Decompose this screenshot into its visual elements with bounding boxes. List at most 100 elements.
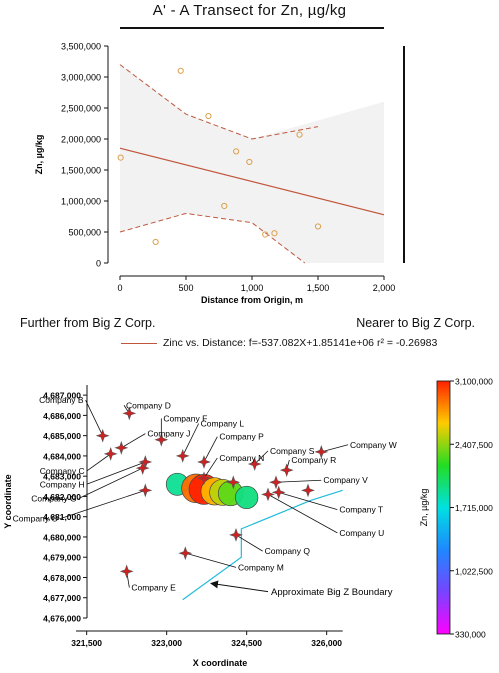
- company-label: Company T: [339, 505, 383, 515]
- company-label: Company H: [40, 479, 85, 489]
- data-point: [314, 223, 322, 230]
- company-leader-line: [59, 489, 146, 520]
- colorbar-tick-label: 2,407,500: [455, 440, 493, 450]
- company-leader-line: [203, 457, 218, 479]
- y-axis-label: Zn, µg/kg: [34, 135, 44, 175]
- company-label: Company R: [291, 455, 336, 465]
- data-point: [205, 112, 212, 120]
- company-marker: [154, 432, 169, 447]
- boundary-group: Approximate Big Z Boundary: [182, 489, 393, 601]
- company-marker: [279, 463, 294, 478]
- colorbar-tick-label: 1,715,000: [455, 503, 493, 513]
- map-x-tick-label: 324,500: [231, 638, 262, 648]
- data-point: [221, 202, 228, 210]
- upper-confidence-line: [119, 64, 319, 140]
- data-point: [233, 148, 240, 155]
- map-x-axis-label: X coordinate: [193, 658, 248, 668]
- company-marker: [122, 406, 137, 421]
- company-marker: [271, 485, 286, 500]
- data-point: [117, 154, 124, 161]
- y-tick-label: 2,500,000: [61, 104, 101, 114]
- map-axes-group: 4,676,000 4,677,000 4,678,000 4,679,000 4,68…: [3, 385, 343, 668]
- legend-r2: r² = -0.26983: [376, 337, 438, 349]
- map-y-tick-label: 4,686,000: [43, 411, 81, 421]
- company-label: Company E: [131, 583, 176, 593]
- y-tick-label: 2,000,000: [61, 135, 101, 145]
- legend-equation: f=-537.082X+1.85141e+06: [248, 337, 375, 349]
- company-marker: [135, 461, 150, 476]
- legend: Zinc vs. Distance: f=-537.082X+1.85141e+…: [121, 337, 437, 349]
- company-label: Company D: [126, 400, 171, 410]
- boundary-label: Approximate Big Z Boundary: [271, 587, 393, 598]
- data-point: [152, 238, 159, 246]
- company-leader-line: [86, 461, 146, 485]
- right-frame-line: [403, 46, 405, 263]
- company-marker: [247, 457, 262, 471]
- legend-series-label: Zinc vs. Distance:: [163, 337, 246, 349]
- transect-axes-group: 0 500,000 1,000,000 1,500,000 2,000,000 2,500…: [34, 42, 395, 306]
- data-point: [177, 67, 184, 74]
- company-leader-line: [121, 433, 146, 449]
- page-title: A' - A Transect for Zn, µg/kg: [152, 2, 347, 19]
- lower-confidence-line: [119, 212, 306, 264]
- company-label: Company S: [270, 446, 315, 456]
- company-leader-line: [182, 423, 200, 457]
- transect-chart: 0 500,000 1,000,000 1,500,000 2,000,000 2,500…: [34, 42, 405, 306]
- company-marker: [229, 528, 243, 542]
- company-leader-line: [78, 467, 143, 499]
- company-label: Company J: [147, 429, 190, 439]
- x-tick-label: 0: [117, 283, 122, 293]
- company-label: Company L: [201, 418, 245, 428]
- map-y-tick-label: 4,685,000: [43, 431, 81, 441]
- company-leader-line: [185, 552, 237, 568]
- map-y-tick-label: 4,682,000: [43, 492, 81, 502]
- company-leader-line: [278, 491, 338, 510]
- company-marker: [197, 471, 211, 486]
- transect-marks-group: [117, 64, 385, 264]
- company-label: Company P: [219, 432, 264, 442]
- x-tick-label: 1,000: [241, 283, 264, 293]
- company-marker: [301, 483, 315, 498]
- map-y-tick-label: 4,680,000: [43, 532, 81, 542]
- company-label: Company N: [219, 453, 264, 463]
- company-marker: [261, 487, 275, 502]
- legend-swatch: [121, 342, 157, 344]
- data-point: [262, 231, 269, 238]
- company-marker: [269, 475, 283, 490]
- company-label: Company C: [40, 466, 85, 476]
- colorbar-tick-label: 1,022,500: [455, 566, 493, 576]
- company-marker: [103, 446, 118, 461]
- company-label: Company F: [163, 413, 207, 423]
- company-leader-line: [203, 436, 218, 463]
- map-x-tick-label: 326,000: [311, 638, 342, 648]
- boundary-arrow: [210, 580, 269, 593]
- colorbar-tick-label: 330,000: [455, 630, 486, 640]
- y-tick-label: 3,000,000: [61, 73, 101, 83]
- company-label: Company V: [323, 475, 368, 485]
- company-label: Company Q: [265, 546, 311, 556]
- map-y-tick-label: 4,683,000: [43, 472, 81, 482]
- regression-line: [119, 147, 385, 216]
- company-leader-line: [267, 494, 338, 534]
- company-marker: [197, 455, 211, 469]
- company-marker: [175, 448, 190, 463]
- map-x-tick-label: 321,500: [71, 638, 102, 648]
- y-tick-label: 1,500,000: [61, 166, 101, 176]
- sample-bubble: [235, 485, 259, 510]
- colorbar-label: Zn, µg/kg: [419, 489, 429, 527]
- company-label: Company O: [13, 514, 59, 524]
- map-y-tick-label: 4,677,000: [43, 593, 81, 603]
- colorbar-group: 3,100,000 2,407,500 1,715,000 1,022,500 330,…: [419, 377, 493, 640]
- map-y-tick-label: 4,679,000: [43, 553, 81, 563]
- x-tick-label: 1,500: [307, 283, 330, 293]
- company-marker: [226, 475, 241, 490]
- map-y-tick-label: 4,676,000: [43, 614, 81, 624]
- map-y-tick-label: 4,678,000: [43, 573, 81, 583]
- title-rule: [120, 27, 384, 29]
- colorbar-tick-label: 3,100,000: [455, 377, 493, 387]
- data-point: [246, 158, 253, 166]
- x-axis-label: Distance from Origin, m: [201, 295, 303, 305]
- map-y-tick-label: 4,681,000: [43, 512, 81, 522]
- company-label: Company M: [238, 562, 284, 572]
